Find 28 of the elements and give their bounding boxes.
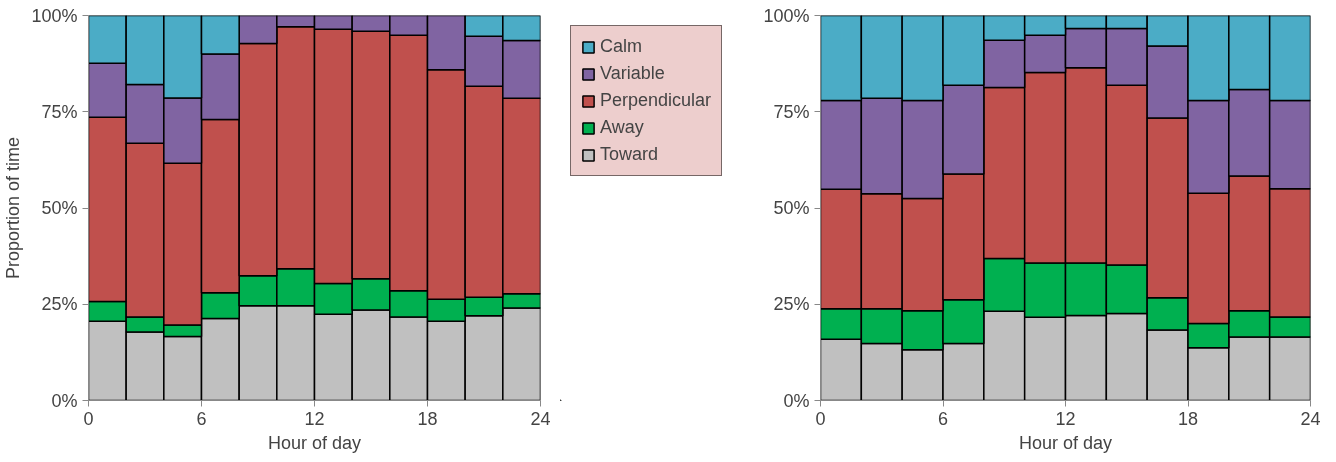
y-tick-label: 75% xyxy=(41,101,78,122)
y-tick-label: 0% xyxy=(51,390,78,411)
x-tick-label: 6 xyxy=(196,408,207,429)
legend-label: Variable xyxy=(600,63,665,84)
y-tick-label: 0% xyxy=(783,390,810,411)
x-tick-label: 12 xyxy=(304,408,325,429)
x-tick-label: 0 xyxy=(815,408,826,429)
x-tick-label: 18 xyxy=(1177,408,1199,429)
x-tick-label: 24 xyxy=(530,408,551,429)
legend-label: Toward xyxy=(600,144,659,165)
y-tick-label: 100% xyxy=(763,5,810,26)
legend-label: Away xyxy=(600,117,644,138)
x-tick-label: 18 xyxy=(417,408,438,429)
y-tick-label: 25% xyxy=(41,294,78,315)
x-tick-label: 0 xyxy=(83,408,94,429)
legend-label: Calm xyxy=(600,36,643,57)
x-tick-label: 24 xyxy=(1300,408,1321,429)
legend-label: Perpendicular xyxy=(600,90,712,111)
x-axis-title: Hour of day xyxy=(1018,432,1113,453)
y-tick-label: 50% xyxy=(773,198,810,218)
x-tick-label: 12 xyxy=(1055,408,1076,429)
y-tick-label: 25% xyxy=(773,294,810,315)
y-tick-label: 75% xyxy=(773,101,810,122)
y-tick-label: 50% xyxy=(41,198,78,218)
x-axis-title: Hour of day xyxy=(267,432,362,453)
x-tick-label: 6 xyxy=(937,408,949,429)
y-axis-title: Proportion of time xyxy=(3,136,24,280)
y-tick-label: 100% xyxy=(31,5,78,26)
